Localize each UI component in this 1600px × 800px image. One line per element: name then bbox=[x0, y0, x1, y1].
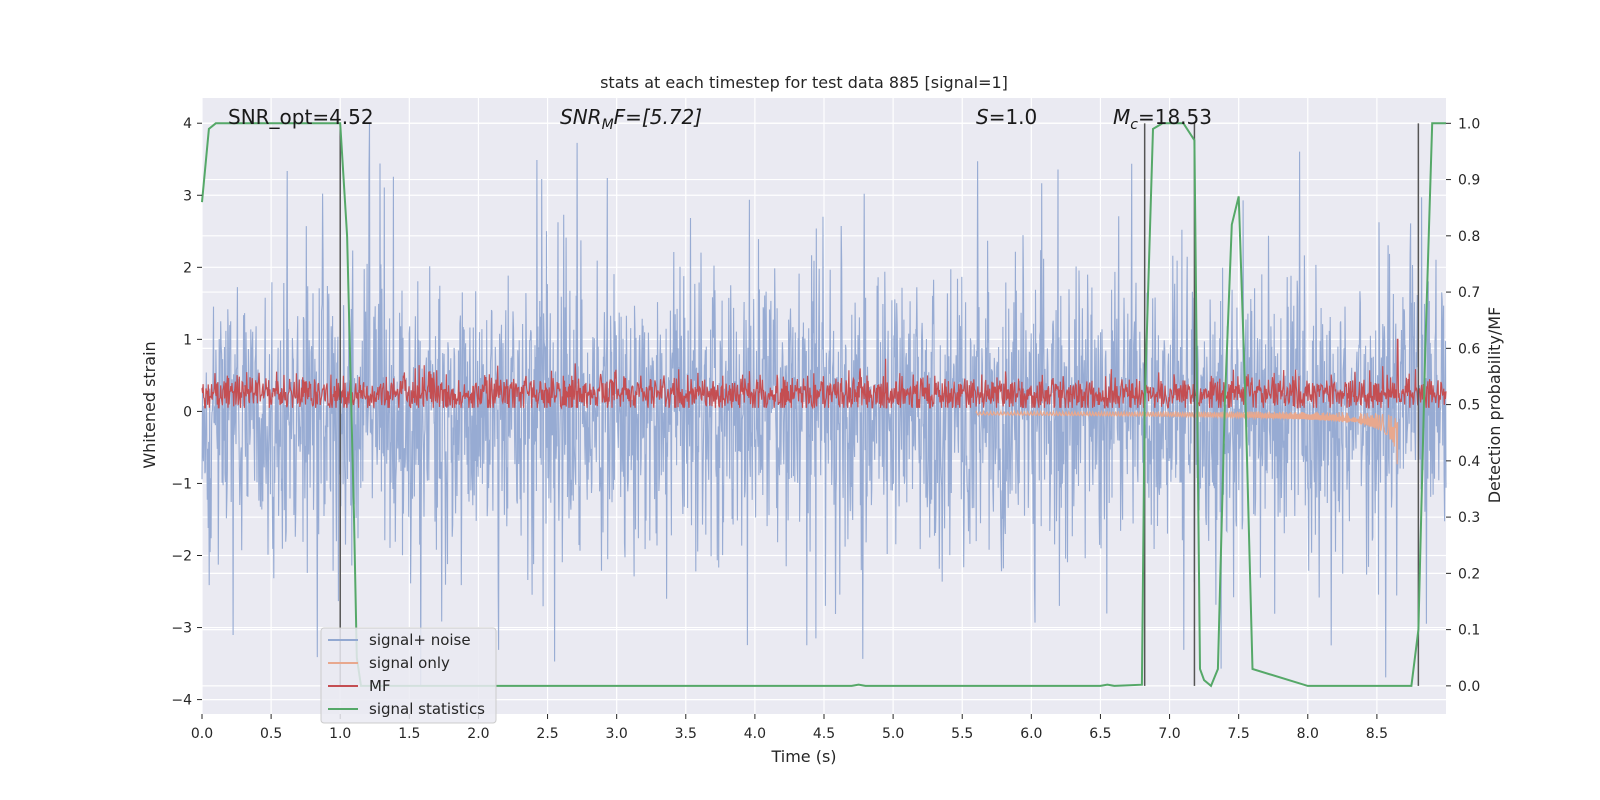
y-right-tick-label-7: 0.7 bbox=[1458, 285, 1480, 301]
x-tick-label-7: 3.5 bbox=[675, 726, 697, 742]
mf-line bbox=[201, 338, 1447, 410]
annotation-s: S=1.0 bbox=[976, 105, 1037, 129]
x-tick-label-14: 7.0 bbox=[1158, 726, 1180, 742]
annotation-snr-opt: SNR_opt=4.52 bbox=[228, 105, 374, 129]
y-right-tick-label-6: 0.6 bbox=[1458, 341, 1480, 357]
legend-label-mf: MF bbox=[369, 677, 391, 695]
legend-label-signal-statistics: signal statistics bbox=[369, 700, 485, 718]
x-tick-label-6: 3.0 bbox=[606, 726, 628, 742]
x-tick-label-12: 6.0 bbox=[1020, 726, 1042, 742]
y-tick-label-6: 2 bbox=[183, 260, 192, 276]
y-tick-label-0: −4 bbox=[171, 693, 192, 709]
signal-statistics-line bbox=[201, 122, 1446, 688]
y-right-tick-label-10: 1.0 bbox=[1458, 116, 1480, 132]
y-axis-right-label: Detection probability/MF bbox=[1485, 307, 1504, 504]
annotation-mc: Mc=18.53 bbox=[1113, 105, 1212, 133]
y-tick-label-7: 3 bbox=[183, 188, 192, 204]
x-tick-label-10: 5.0 bbox=[882, 726, 904, 742]
y-right-tick-label-4: 0.4 bbox=[1458, 454, 1480, 470]
annotation-mc-main: M bbox=[1113, 105, 1130, 129]
x-tick-label-0: 0.0 bbox=[191, 726, 213, 742]
legend-label-signal-plus-noise: signal+ noise bbox=[369, 631, 471, 649]
annotation-snr-mf-main: SNR bbox=[560, 105, 602, 129]
y-right-tick-label-2: 0.2 bbox=[1458, 566, 1480, 582]
annotation-s-rest: =1.0 bbox=[989, 105, 1038, 129]
annotation-s-main: S bbox=[976, 105, 989, 129]
x-tick-label-8: 4.0 bbox=[744, 726, 766, 742]
y-right-tick-label-5: 0.5 bbox=[1458, 398, 1480, 414]
y-right-tick-label-3: 0.3 bbox=[1458, 510, 1480, 526]
series-mf bbox=[201, 338, 1447, 410]
x-axis-label: Time (s) bbox=[770, 747, 836, 766]
legend: signal+ noise signal only MF signal stat… bbox=[320, 627, 497, 724]
x-tick-label-11: 5.5 bbox=[951, 726, 973, 742]
y-right-tick-label-8: 0.8 bbox=[1458, 229, 1480, 245]
annotation-mc-rest: =18.53 bbox=[1138, 105, 1212, 129]
x-tick-label-5: 2.5 bbox=[536, 726, 558, 742]
series-signal-only bbox=[975, 409, 1399, 465]
y-tick-label-3: −1 bbox=[171, 476, 192, 492]
axes: 0.0 0.5 1.0 1.5 2.0 2.5 3.0 3.5 4.0 4.5 5.0 5.5 6.0 6… bbox=[171, 116, 1480, 742]
y-right-tick-label-9: 0.9 bbox=[1458, 173, 1480, 189]
y-tick-label-8: 4 bbox=[183, 116, 192, 132]
legend-box bbox=[320, 627, 497, 724]
x-tick-label-1: 0.5 bbox=[260, 726, 282, 742]
y-tick-label-1: −3 bbox=[171, 621, 192, 637]
annotation-snr-mf: SNRMF=[5.72] bbox=[560, 105, 702, 133]
y-right-tick-label-1: 0.1 bbox=[1458, 623, 1480, 639]
x-tick-label-17: 8.5 bbox=[1366, 726, 1388, 742]
chart-title: stats at each timestep for test data 885… bbox=[600, 73, 1008, 92]
legend-label-signal-only: signal only bbox=[369, 654, 450, 672]
x-tick-label-3: 1.5 bbox=[398, 726, 420, 742]
x-tick-label-9: 4.5 bbox=[813, 726, 835, 742]
x-tick-label-16: 8.0 bbox=[1297, 726, 1319, 742]
x-tick-label-4: 2.0 bbox=[467, 726, 489, 742]
annotation-snr-mf-rest: F=[5.72] bbox=[614, 105, 702, 129]
x-tick-label-13: 6.5 bbox=[1089, 726, 1111, 742]
x-tick-label-2: 1.0 bbox=[329, 726, 351, 742]
y-tick-label-4: 0 bbox=[183, 404, 192, 420]
x-tick-label-15: 7.5 bbox=[1228, 726, 1250, 742]
y-right-tick-label-0: 0.0 bbox=[1458, 679, 1480, 695]
y-tick-label-2: −2 bbox=[171, 548, 192, 564]
annotation-mc-sub: c bbox=[1130, 117, 1138, 133]
y-axis-label: Whitened strain bbox=[140, 341, 159, 468]
y-tick-label-5: 1 bbox=[183, 332, 192, 348]
annotation-snr-mf-sub: M bbox=[602, 117, 614, 133]
signal-only-line bbox=[975, 409, 1399, 465]
series-signal-statistics bbox=[201, 122, 1446, 688]
